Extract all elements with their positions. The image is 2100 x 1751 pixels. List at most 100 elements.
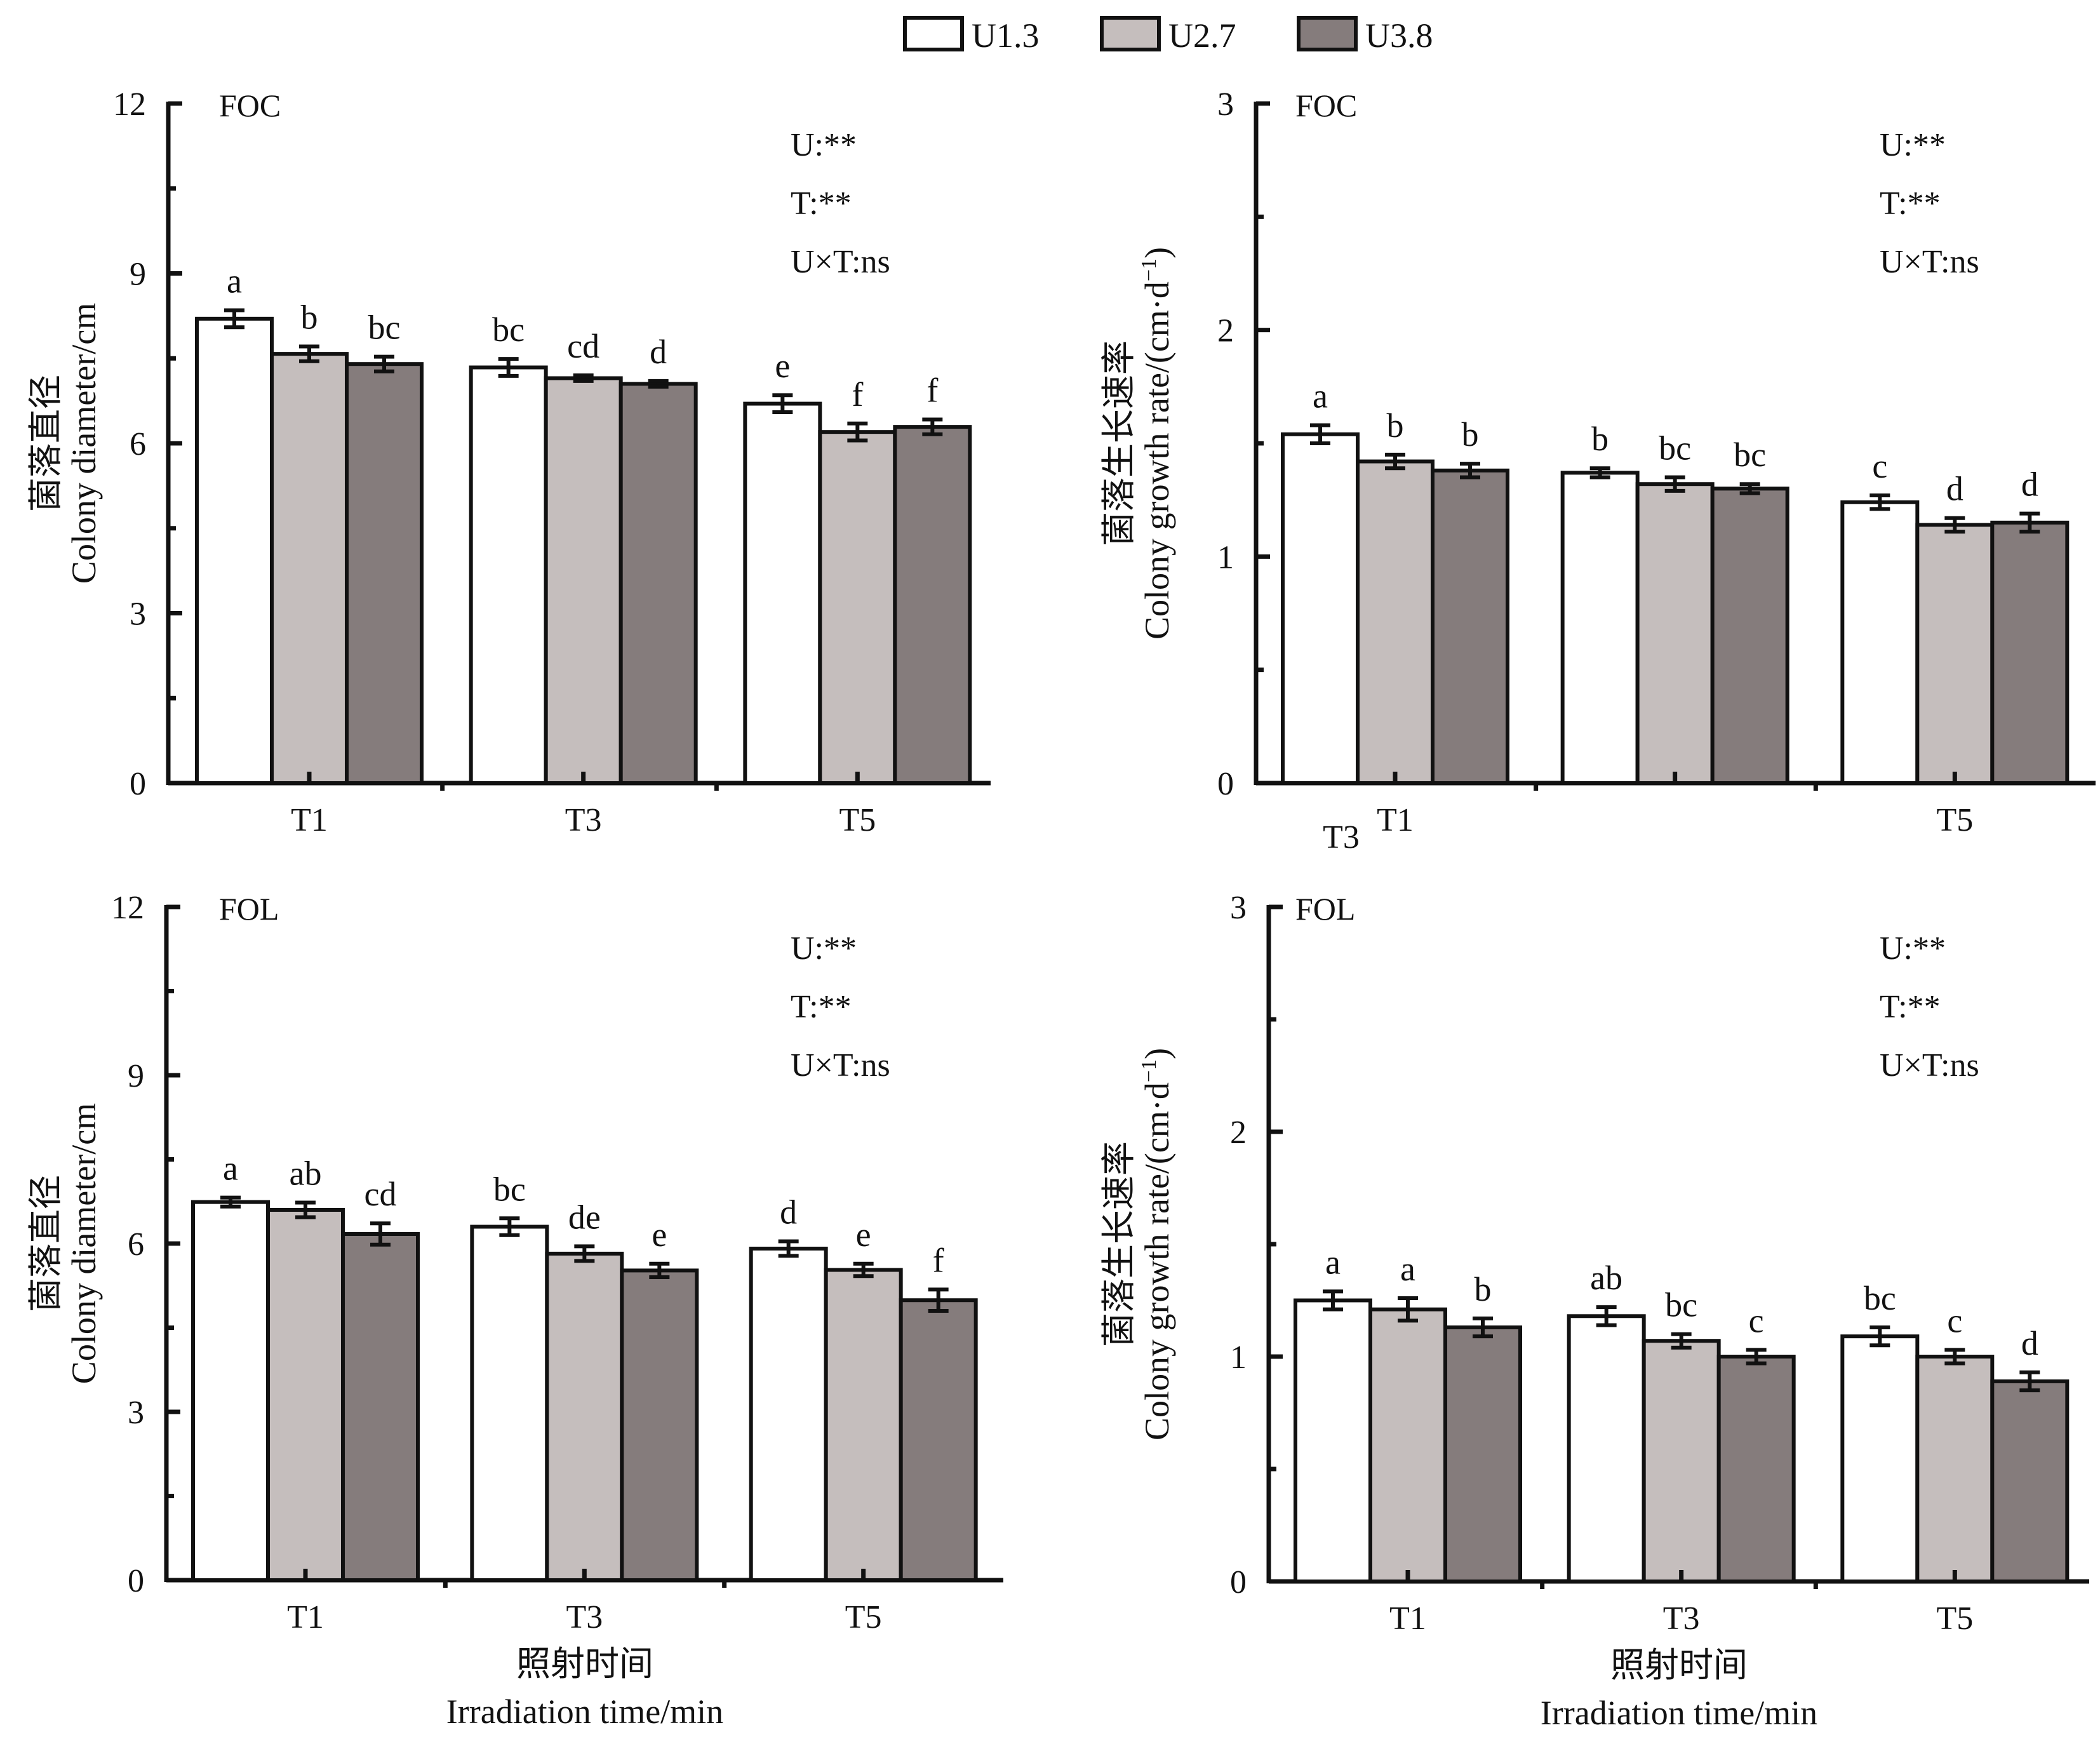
significance-letter: c	[1749, 1301, 1764, 1339]
x-tick-label: T1	[1389, 1600, 1426, 1637]
bar-U3-8-T3	[619, 382, 698, 785]
bar-U2-7-T1	[266, 1208, 345, 1582]
anova-stat: U×T:ns	[1880, 244, 1979, 280]
x-tick-label: T5	[839, 802, 876, 838]
x-tick-label: T5	[1936, 802, 1973, 838]
y-axis-title-cn: 菌落直径	[27, 1175, 65, 1312]
significance-letter: bc	[493, 1170, 526, 1208]
legend-swatch-u3-8	[1297, 16, 1358, 51]
bar-U1-3-T5	[749, 1246, 828, 1582]
y-axis-title-cn: 菌落生长速率	[1100, 1141, 1138, 1347]
significance-letter: d	[2021, 466, 2038, 504]
y-tick-label: 2	[1230, 1115, 1247, 1151]
y-tick-label: 0	[130, 766, 146, 802]
anova-stat: U×T:ns	[791, 1047, 890, 1083]
significance-letter: bc	[1659, 429, 1691, 467]
bar-U3-8-T1	[341, 1231, 420, 1582]
x-tick-label: T5	[845, 1599, 882, 1635]
x-tick-label: T1	[1377, 802, 1414, 838]
y-tick-label: 2	[1217, 313, 1234, 349]
significance-letter: bc	[1734, 436, 1766, 474]
x-tick-label: T3	[566, 1599, 603, 1635]
y-tick-label: 6	[128, 1226, 144, 1263]
significance-letter: e	[775, 347, 790, 385]
bar-U1-3-T1	[191, 1200, 270, 1582]
bar-U3-8-T1	[1443, 1325, 1522, 1583]
significance-letter: b	[1462, 415, 1479, 453]
bar-U2-7-T1	[1368, 1307, 1447, 1583]
y-axis-title-en-main: Colony diameter/cm	[65, 1103, 103, 1384]
anova-stat: U:**	[791, 127, 857, 163]
y-tick-label: 1	[1217, 539, 1234, 575]
significance-letter: e	[652, 1216, 667, 1254]
bar-U1-3-T1	[1281, 432, 1360, 785]
bar-U3-8-T5	[1990, 1379, 2070, 1583]
anova-stat: T:**	[1880, 989, 1941, 1025]
significance-letter: b	[1475, 1270, 1492, 1308]
y-tick-label: 9	[130, 257, 146, 293]
bar-U1-3-T5	[1840, 500, 1920, 785]
significance-letter: c	[1872, 447, 1887, 485]
y-tick-label: 3	[130, 596, 146, 633]
bar-U3-8-T5	[893, 425, 972, 785]
x-tick-label: T1	[287, 1599, 324, 1635]
panel-tag: FOC	[1295, 88, 1357, 123]
y-tick-label: 0	[128, 1563, 144, 1599]
bar-U1-3-T1	[195, 316, 274, 786]
anova-stat: T:**	[791, 989, 852, 1025]
bar-U1-3-T3	[1567, 1314, 1646, 1584]
bar-U1-3-T1	[1294, 1298, 1372, 1583]
x-tick-label-misplaced: T3	[1323, 819, 1360, 855]
bar-U2-7-T5	[1915, 523, 1995, 786]
bar-U3-8-T1	[1431, 468, 1509, 785]
legend-label-u3-8: U3.8	[1365, 17, 1433, 55]
bar-U2-7-T3	[1635, 482, 1715, 785]
significance-letter: a	[1400, 1250, 1415, 1288]
y-axis-title-en-main: Colony growth rate/(cm·d	[1138, 281, 1176, 640]
y-axis-title-cn: 菌落直径	[27, 375, 65, 512]
significance-letter: ab	[290, 1155, 322, 1193]
significance-letter: d	[780, 1193, 797, 1231]
y-axis-title-en-main: Colony diameter/cm	[65, 303, 103, 584]
significance-letter: bc	[368, 309, 401, 347]
bar-U2-7-T1	[1356, 459, 1435, 785]
legend-label-u2-7: U2.7	[1168, 17, 1236, 55]
significance-letter: ab	[1590, 1259, 1622, 1297]
bar-U3-8-T3	[1710, 486, 1789, 785]
panel-tag: FOL	[219, 891, 279, 927]
significance-letter: f	[926, 372, 938, 410]
y-axis-title-end: )	[1138, 247, 1176, 258]
anova-stat: T:**	[791, 185, 852, 222]
y-tick-label: 9	[128, 1058, 144, 1094]
y-axis-title-en: Colony growth rate/(cm·d−1)	[1137, 247, 1176, 640]
bar-U1-3-T5	[1840, 1334, 1920, 1583]
bar-U1-3-T3	[1560, 471, 1640, 785]
y-axis-title-en: Colony diameter/cm	[65, 1103, 103, 1384]
bar-U2-7-T5	[1915, 1355, 1995, 1583]
y-tick-label: 3	[128, 1395, 144, 1431]
legend: U1.3 U2.7 U3.8	[903, 16, 1433, 55]
bar-U3-8-T1	[345, 362, 424, 785]
bar-U1-3-T3	[470, 1224, 549, 1582]
panel-top-left: 0 3 6 9 12 a b bc T1 bc cd d T3 e f f T5 FOC U:** T:** U×T:n…	[27, 86, 991, 838]
significance-letter: b	[1387, 406, 1404, 445]
x-tick-label: T1	[291, 802, 328, 838]
y-axis-title-end: )	[1138, 1048, 1176, 1059]
y-tick-label: 12	[111, 890, 144, 926]
bar-U2-7-T5	[824, 1268, 903, 1583]
bar-U1-3-T3	[469, 365, 548, 785]
significance-letter: c	[1947, 1301, 1962, 1339]
bar-U3-8-T5	[899, 1298, 978, 1582]
legend-item-u1-3: U1.3	[903, 16, 1040, 55]
significance-letter: a	[1313, 377, 1328, 415]
y-tick-label: 1	[1230, 1339, 1247, 1376]
significance-letter: d	[650, 333, 667, 371]
y-axis-title-en: Colony diameter/cm	[65, 303, 103, 584]
x-axis-title-cn: 照射时间	[1610, 1646, 1748, 1684]
significance-letter: bc	[1864, 1279, 1896, 1317]
x-tick-label: T5	[1936, 1600, 1973, 1637]
bar-U1-3-T5	[743, 401, 822, 785]
y-tick-label: 6	[130, 426, 146, 462]
significance-letter: f	[852, 375, 863, 413]
